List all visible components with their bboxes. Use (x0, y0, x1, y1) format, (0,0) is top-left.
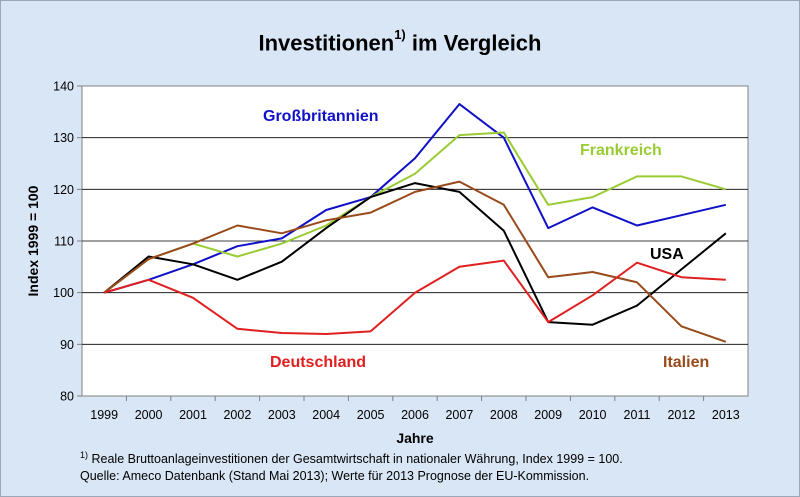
footnote-marker: 1) (80, 450, 89, 460)
series-label: USA (650, 246, 684, 263)
x-tick-label: 2011 (624, 408, 651, 422)
x-tick-label: 2001 (179, 408, 207, 422)
title-main: Investitionen (258, 30, 395, 56)
series-line (103, 182, 727, 326)
y-axis-label: Index 1999 = 100 (25, 185, 41, 296)
series-label: Frankreich (580, 142, 662, 159)
y-tick-label: 130 (53, 131, 74, 145)
x-tick-label: 2010 (579, 408, 607, 422)
footnote-source: Quelle: Ameco Datenbank (Stand Mai 2013)… (80, 469, 590, 484)
x-tick-label: 2013 (712, 408, 740, 422)
title-rest: im Vergleich (405, 30, 542, 56)
x-tick-label: 1999 (90, 408, 118, 422)
y-tick-label: 140 (53, 80, 74, 94)
series-line (103, 131, 727, 294)
x-tick-label: 2007 (445, 408, 473, 422)
series-label: Großbritannien (263, 108, 379, 125)
series-label: Italien (663, 354, 709, 371)
x-tick-label: 2003 (268, 408, 296, 422)
x-tick-label: 2005 (357, 408, 385, 422)
x-tick-label: 2002 (223, 408, 251, 422)
x-tick-label: 2008 (490, 408, 518, 422)
y-tick-label: 110 (54, 235, 74, 249)
y-tick-label: 120 (53, 183, 74, 197)
x-tick-label: 2009 (534, 408, 562, 422)
y-tick-label: 90 (60, 338, 74, 352)
x-axis-ticks: 1999 2000 2001 2002 2003 2004 2005 2006 2007 2008… (90, 396, 740, 422)
series-label: Deutschland (270, 354, 366, 371)
y-tick-label: 80 (60, 390, 74, 404)
y-axis-ticks: 80 90 100 110 120 130 140 (53, 80, 82, 404)
footnote-line-1: 1) Reale Bruttoanlageinvestitionen der G… (80, 447, 623, 468)
series-line (103, 103, 727, 294)
series-line (103, 180, 727, 343)
y-tick-label: 100 (53, 286, 74, 300)
series-lines (103, 103, 727, 343)
x-tick-label: 2006 (401, 408, 429, 422)
x-tick-label: 2012 (667, 408, 695, 422)
series-labels: Großbritannien Frankreich USA Italien Deutsc… (263, 108, 709, 371)
line-chart: 80 90 100 110 120 130 140 1999 2000 2001 2002 2003… (25, 80, 749, 446)
x-tick-label: 2000 (135, 408, 163, 422)
chart-title: Investitionen1) im Vergleich (0, 27, 800, 56)
footnote-text: Reale Bruttoanlageinvestitionen der Gesa… (88, 452, 623, 467)
x-axis-label: Jahre (396, 430, 434, 446)
x-tick-label: 2004 (312, 408, 340, 422)
footnote: 1) Reale Bruttoanlageinvestitionen der G… (80, 447, 623, 485)
series-line (103, 259, 726, 335)
title-footnote-marker: 1) (394, 27, 406, 42)
